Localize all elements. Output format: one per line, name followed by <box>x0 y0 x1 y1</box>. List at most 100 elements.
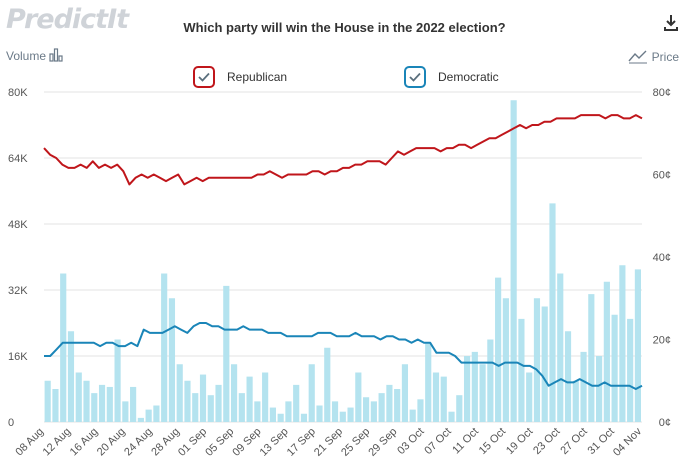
x-tick-label: 13 Sep <box>258 426 291 459</box>
volume-bar <box>634 269 641 422</box>
line-chart-icon <box>628 50 648 64</box>
volume-bar <box>588 294 595 422</box>
volume-label: Volume <box>6 49 47 63</box>
price-axis-toggle[interactable]: Price <box>628 48 679 64</box>
volume-bar <box>347 407 354 422</box>
volume-bar <box>60 273 67 422</box>
x-tick-label: 27 Oct <box>558 426 589 457</box>
volume-bar <box>596 356 603 422</box>
volume-bar <box>611 314 618 422</box>
volume-bar <box>145 409 152 422</box>
volume-bar <box>580 351 587 422</box>
download-icon[interactable] <box>663 14 679 32</box>
volume-bar <box>479 364 486 422</box>
volume-bar <box>207 395 214 422</box>
volume-bar <box>269 407 276 422</box>
volume-bar <box>409 409 416 422</box>
volume-bar <box>557 273 564 422</box>
x-tick-label: 11 Oct <box>450 426 481 457</box>
volume-bar <box>308 364 315 422</box>
y-left-tick-label: 0 <box>8 417 14 429</box>
y-right-tick-label: 0¢ <box>659 417 671 429</box>
volume-bar <box>106 386 113 422</box>
legend-democratic[interactable]: Democratic <box>404 63 499 91</box>
x-tick-label: 04 Nov <box>611 425 644 458</box>
y-left-tick-label: 64K <box>8 153 28 165</box>
volume-bar <box>184 380 191 422</box>
y-right-tick-label: 40¢ <box>653 252 671 264</box>
volume-bar <box>425 343 432 422</box>
volume-bar <box>130 386 137 422</box>
y-left-tick-label: 16K <box>8 351 28 363</box>
x-tick-label: 08 Aug <box>13 426 46 459</box>
volume-bar <box>199 374 207 422</box>
checkbox-democratic[interactable] <box>404 66 426 88</box>
volume-bar <box>300 413 308 422</box>
y-right-tick-label: 60¢ <box>653 170 671 182</box>
legend-republican[interactable]: Republican <box>193 63 287 91</box>
x-tick-label: 20 Aug <box>95 426 128 459</box>
x-tick-label: 29 Sep <box>366 426 399 459</box>
volume-bar <box>541 306 548 422</box>
x-tick-label: 25 Sep <box>339 426 372 459</box>
check-icon <box>409 72 421 82</box>
volume-bar <box>533 298 541 422</box>
y-left-tick-label: 48K <box>8 219 28 231</box>
volume-bar <box>238 393 245 422</box>
y-left-tick-label: 80K <box>8 87 28 99</box>
volume-bar <box>324 347 331 422</box>
volume-bar <box>67 331 75 422</box>
volume-bar <box>114 339 121 422</box>
volume-bar <box>463 356 471 422</box>
volume-bar <box>98 384 106 422</box>
volume-bar <box>137 417 144 422</box>
x-tick-label: 21 Sep <box>312 426 345 459</box>
volume-bar <box>619 265 626 422</box>
volume-bar <box>254 401 261 422</box>
volume-bar <box>122 401 129 422</box>
x-tick-label: 24 Aug <box>122 426 155 459</box>
x-tick-label: 05 Sep <box>203 426 236 459</box>
volume-bar <box>215 384 222 422</box>
volume-bar <box>378 393 385 422</box>
x-tick-label: 01 Sep <box>176 426 209 459</box>
volume-bar <box>285 401 292 422</box>
volume-axis-toggle[interactable]: Volume <box>6 48 63 63</box>
x-tick-label: 07 Oct <box>422 426 453 457</box>
volume-bar <box>526 372 533 422</box>
volume-bar <box>75 372 82 422</box>
checkbox-republican[interactable] <box>193 66 215 88</box>
volume-bar <box>510 100 517 422</box>
volume-bar <box>293 384 300 422</box>
volume-bar <box>564 331 572 422</box>
y-right-tick-label: 80¢ <box>653 87 671 99</box>
volume-bar <box>153 405 160 422</box>
x-tick-label: 23 Oct <box>531 426 562 457</box>
volume-bar <box>440 376 447 422</box>
bar-chart-icon <box>49 48 63 62</box>
volume-bar <box>572 380 579 422</box>
volume-bar <box>502 298 509 422</box>
volume-bar <box>230 364 238 422</box>
volume-bar <box>627 318 634 422</box>
x-tick-label: 16 Aug <box>68 426 101 459</box>
volume-bar <box>401 364 409 422</box>
volume-bar <box>495 277 502 422</box>
x-tick-label: 28 Aug <box>149 426 182 459</box>
volume-bar <box>386 384 393 422</box>
volume-bar <box>432 372 440 422</box>
price-line-republican <box>43 114 643 186</box>
volume-bar <box>223 285 230 422</box>
price-line-democratic <box>44 322 643 390</box>
x-tick-label: 19 Oct <box>504 426 535 457</box>
volume-bar <box>176 364 183 422</box>
price-label: Price <box>651 50 679 64</box>
legend-label-republican: Republican <box>227 70 288 84</box>
volume-bar <box>192 393 199 422</box>
volume-bar <box>246 376 253 422</box>
volume-bar <box>417 399 424 422</box>
y-left-tick-label: 32K <box>8 285 28 297</box>
volume-bar <box>91 393 98 422</box>
volume-bar <box>456 395 463 422</box>
